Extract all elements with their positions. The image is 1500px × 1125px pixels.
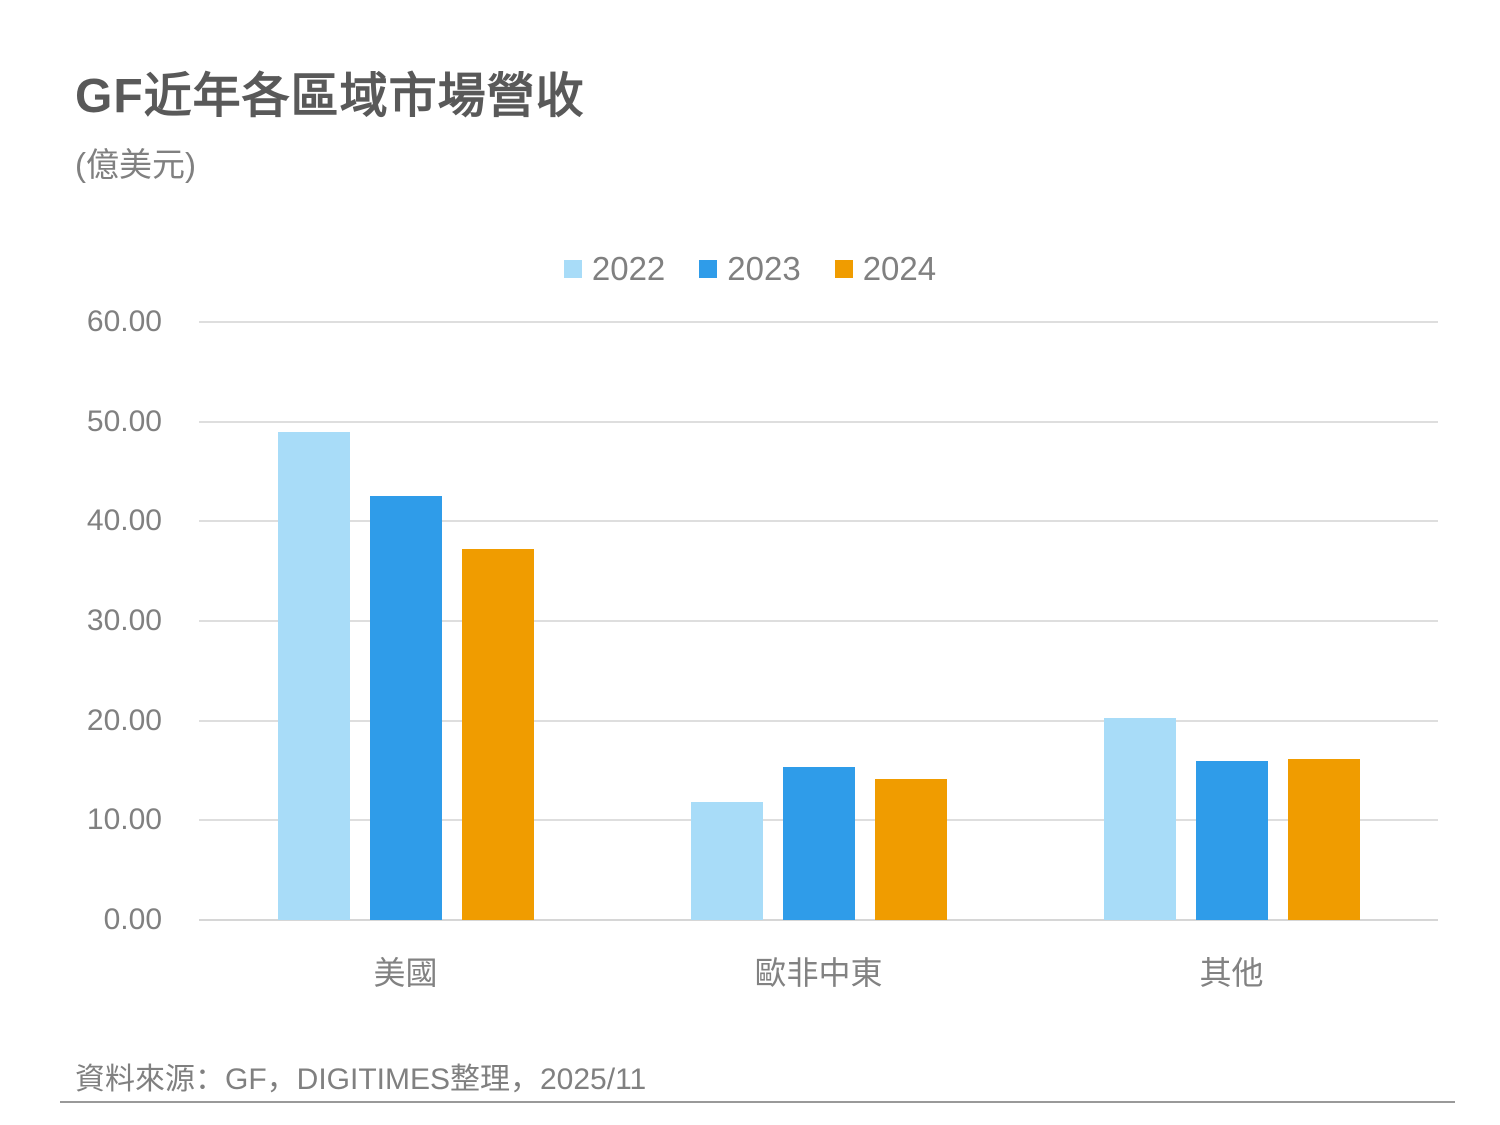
- y-axis-tick-label: 50.00: [86, 404, 162, 438]
- bar-2023-美國: [369, 495, 442, 920]
- bar-2022-歐非中東: [690, 802, 763, 920]
- chart-title: GF近年各區域市場營收: [75, 70, 585, 123]
- y-axis-tick-label: 10.00: [86, 803, 162, 837]
- gridline: [199, 520, 1438, 523]
- category-label: 美國: [373, 955, 438, 991]
- bar-2024-美國: [461, 549, 534, 920]
- legend-item-2022: 2022: [563, 250, 666, 288]
- legend-label: 2023: [727, 250, 801, 287]
- gridline: [199, 719, 1438, 722]
- y-axis-tick-label: 60.00: [86, 305, 162, 338]
- legend-swatch-icon: [834, 260, 853, 278]
- plot-area: [199, 321, 1438, 921]
- legend-swatch-icon: [563, 260, 582, 278]
- chart-unit-label: (億美元): [75, 146, 196, 183]
- legend-item-2024: 2024: [834, 250, 937, 288]
- legend-item-2023: 2023: [699, 250, 801, 288]
- legend-label: 2022: [591, 250, 666, 287]
- bar-2024-其他: [1287, 759, 1360, 920]
- bar-2023-歐非中東: [782, 766, 855, 920]
- bar-2022-其他: [1103, 717, 1176, 920]
- category-label: 其他: [1199, 955, 1264, 991]
- bar-2023-其他: [1195, 760, 1268, 920]
- source-note: 資料來源：GF，DIGITIMES整理，2025/11: [75, 1063, 647, 1096]
- legend-swatch-icon: [699, 260, 718, 278]
- y-axis-tick-label: 40.00: [86, 504, 162, 538]
- bar-2024-歐非中東: [874, 778, 947, 920]
- y-axis-tick-label: 30.00: [86, 604, 162, 637]
- gridline: [199, 919, 1438, 921]
- bottom-rule: [60, 1101, 1455, 1103]
- category-label: 歐非中東: [754, 955, 883, 991]
- y-axis-tick-label: 20.00: [86, 703, 162, 737]
- gridline: [199, 620, 1438, 622]
- bar-2022-美國: [277, 431, 350, 920]
- legend-label: 2024: [862, 250, 937, 287]
- gridline: [199, 321, 1438, 323]
- gridline: [199, 420, 1438, 423]
- y-axis-tick-label: 0.00: [103, 903, 162, 936]
- legend: 2022 2023 2024: [0, 250, 1500, 288]
